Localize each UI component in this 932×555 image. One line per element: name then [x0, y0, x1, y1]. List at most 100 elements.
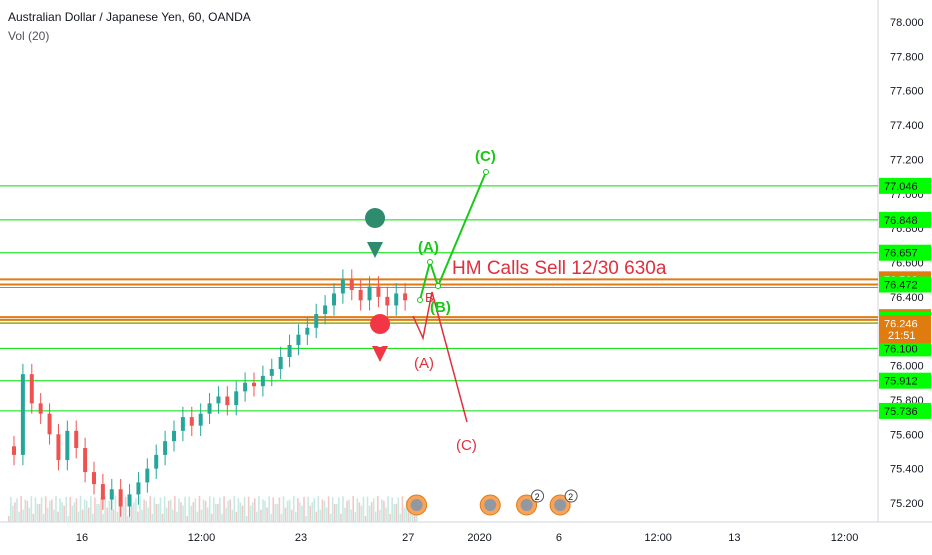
volume-bar	[307, 496, 309, 522]
volume-bar	[221, 513, 223, 522]
volume-bar	[169, 499, 172, 522]
candle-body	[198, 413, 203, 426]
volume-bar	[57, 511, 59, 522]
volume-bar	[18, 511, 20, 522]
volume-bar	[67, 515, 70, 522]
volume-bar	[28, 507, 31, 522]
volume-bar	[184, 496, 186, 522]
candle-body	[340, 279, 345, 294]
volume-bar	[329, 513, 332, 522]
price-tick-label: 76.000	[890, 361, 924, 373]
candle-body	[65, 430, 70, 461]
time-tick-label: 6	[556, 532, 562, 544]
red-wave-label-c: (C)	[456, 437, 477, 454]
volume-bar	[59, 498, 61, 522]
volume-bar	[38, 503, 41, 522]
volume-bar	[233, 496, 236, 522]
price-tick-label: 78.000	[890, 17, 924, 29]
volume-bar	[268, 496, 270, 522]
volume-bar	[114, 496, 117, 522]
volume-bar	[61, 502, 63, 522]
volume-bar	[92, 513, 94, 522]
volume-bar	[311, 502, 313, 522]
volume-bar	[174, 496, 176, 522]
volume-bar	[387, 496, 389, 522]
wave-point	[435, 283, 441, 289]
candle-body	[403, 293, 408, 301]
volume-bar	[182, 505, 184, 522]
volume-bar	[397, 497, 400, 522]
volume-bar	[372, 498, 375, 522]
countdown-badge	[879, 327, 931, 344]
volume-bar	[274, 503, 277, 522]
volume-bar	[243, 496, 246, 522]
volume-bar	[280, 513, 283, 522]
wave-point	[417, 297, 423, 303]
price-tick-label: 77.600	[890, 86, 924, 98]
price-tick-label: 77.400	[890, 120, 924, 132]
candle-body	[83, 448, 88, 473]
price-tick-label: 75.400	[890, 464, 924, 476]
volume-bar	[122, 505, 125, 522]
wave-point	[427, 259, 433, 265]
candle-body	[20, 374, 25, 455]
candle-body	[305, 327, 310, 335]
candle-body	[376, 286, 381, 297]
candle-body	[385, 296, 390, 306]
volume-bar	[8, 516, 10, 522]
volume-bar	[403, 507, 406, 522]
volume-bar	[217, 503, 219, 522]
volume-bar	[112, 509, 115, 522]
volume-bar	[333, 503, 336, 522]
volume-bar	[155, 503, 158, 522]
time-tick-label: 12:00	[644, 532, 672, 544]
volume-bar	[194, 498, 197, 522]
volume-bar	[202, 499, 205, 522]
candle-body	[207, 403, 212, 414]
volume-bar	[98, 503, 100, 522]
symbol-title: Australian Dollar / Japanese Yen, 60, OA…	[8, 10, 251, 24]
green-wave-label-c: (C)	[475, 148, 496, 165]
volume-bar	[204, 500, 207, 522]
volume-bar	[213, 497, 215, 522]
volume-bar	[104, 496, 106, 522]
time-tick-label: 13	[728, 532, 740, 544]
price-tick-label: 77.200	[890, 154, 924, 166]
price-tick-label: 76.400	[890, 292, 924, 304]
volume-bar	[24, 499, 26, 522]
volume-bar	[215, 503, 217, 522]
sell-marker-icon	[370, 314, 391, 362]
volume-bar	[292, 496, 295, 522]
volume-bar	[137, 511, 139, 522]
price-tick-label: 75.200	[890, 498, 924, 510]
volume-bar	[26, 500, 29, 522]
time-tick-label: 23	[295, 532, 307, 544]
volume-bar	[40, 497, 43, 522]
volume-bar	[145, 500, 147, 522]
volume-bar	[225, 507, 227, 522]
volume-bar	[90, 496, 92, 522]
volume-bar	[133, 502, 135, 522]
volume-bar	[120, 502, 123, 522]
candle-body	[145, 468, 150, 483]
candle-body	[172, 430, 176, 442]
volume-bar	[282, 496, 285, 522]
volume-bar	[338, 497, 340, 522]
candle-body	[314, 314, 319, 328]
volume-bar	[143, 499, 145, 522]
volume-bar	[188, 496, 190, 522]
volume-bar	[325, 507, 328, 522]
price-badge-label: 76.100	[884, 343, 918, 355]
volume-indicator-label: Vol (20)	[8, 29, 50, 43]
candle-body	[225, 396, 230, 406]
volume-bar	[254, 498, 256, 522]
volume-bar	[198, 496, 201, 522]
candle-body	[163, 441, 168, 455]
volume-bar	[385, 507, 387, 522]
volume-bar	[362, 496, 365, 522]
candle-body	[260, 375, 265, 387]
volume-bar	[223, 496, 225, 522]
volume-bar	[336, 503, 338, 522]
